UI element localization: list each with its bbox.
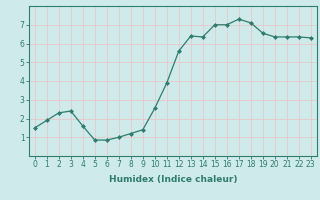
X-axis label: Humidex (Indice chaleur): Humidex (Indice chaleur) xyxy=(108,175,237,184)
